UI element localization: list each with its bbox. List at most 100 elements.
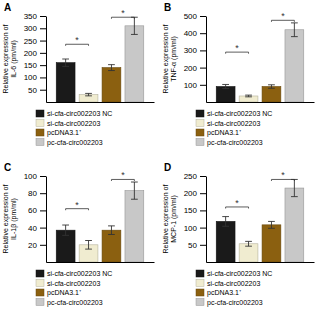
tick-label: 250 xyxy=(24,37,38,46)
legend-label: si-cfa-circ002203 NC xyxy=(207,270,272,277)
error-bar xyxy=(85,241,92,250)
axis-line xyxy=(207,102,315,103)
legend-entry: si-cfa-circ002203 NC xyxy=(36,270,112,277)
tick-mark xyxy=(200,16,206,17)
y-tick: 20 xyxy=(28,241,46,250)
legend-label: si-cfa-circ002203 NC xyxy=(47,110,112,117)
bar xyxy=(102,230,121,262)
tick-mark xyxy=(40,53,46,54)
legend-swatch xyxy=(196,139,204,146)
axis-line xyxy=(47,262,155,263)
marks xyxy=(56,179,144,262)
tick-label: 80 xyxy=(28,189,37,198)
error-bar xyxy=(131,182,138,199)
legend-label: pc-cfa-circ002203 xyxy=(207,299,263,307)
tick-mark xyxy=(200,50,206,51)
tick-label: 200 xyxy=(184,64,198,73)
error-bar xyxy=(291,179,298,196)
legend-label: pc-cfa-circ002203 xyxy=(207,139,263,147)
panel-label: C xyxy=(4,162,11,173)
tick-mark xyxy=(200,193,206,194)
tick-label: 100 xyxy=(184,81,198,90)
error-bar xyxy=(245,241,252,246)
panel: 20406080100**Relative expression ofIL-1β… xyxy=(2,162,155,307)
bar xyxy=(262,87,281,102)
tick-mark xyxy=(200,68,206,69)
tick-mark xyxy=(40,210,46,211)
panel-label: A xyxy=(4,2,11,13)
legend-entry: si-cfa-circ002203 xyxy=(196,120,260,127)
tick-mark xyxy=(40,28,46,29)
y-tick: 40 xyxy=(28,224,46,233)
legend-swatch xyxy=(196,299,204,306)
tick-label: 50 xyxy=(28,86,37,95)
tick-label: 250 xyxy=(184,172,198,181)
tick-mark xyxy=(200,245,206,246)
y-tick: 100 xyxy=(184,81,206,90)
significance-star: * xyxy=(121,8,125,18)
error-bar xyxy=(222,217,229,227)
legend-entry: si-cfa-circ002203 NC xyxy=(196,110,272,117)
y-tick: 300 xyxy=(184,46,206,55)
significance-star: * xyxy=(121,170,125,180)
y-tick: 300 xyxy=(24,24,46,33)
y-tick: 250 xyxy=(184,172,206,181)
y-axis: 50100150200250 xyxy=(184,172,207,262)
axis-line xyxy=(207,262,315,263)
legend-label: pcDNA3.1⁺ xyxy=(47,289,82,297)
y-axis: 100200300400500 xyxy=(184,12,207,102)
axis-line xyxy=(46,17,47,103)
error-bar xyxy=(131,17,138,34)
tick-mark xyxy=(40,193,46,194)
plot-area: 50100150200250300350**Relative expressio… xyxy=(2,8,155,102)
legend-entry: pc-cfa-circ002203 xyxy=(196,139,263,147)
legend-entry: pcDNA3.1⁺ xyxy=(196,289,242,297)
y-axis-title: Relative expression ofIL-1β (pm/ml) xyxy=(2,185,18,254)
tick-mark xyxy=(40,65,46,66)
y-tick: 80 xyxy=(28,189,46,198)
tick-mark xyxy=(40,176,46,177)
y-tick: 200 xyxy=(24,49,46,58)
legend-swatch xyxy=(36,289,44,296)
bar xyxy=(125,26,144,102)
error-bar xyxy=(62,59,69,66)
legend-swatch xyxy=(36,139,44,146)
y-tick: 50 xyxy=(188,241,206,250)
tick-label: 20 xyxy=(28,241,37,250)
legend-swatch xyxy=(36,270,44,277)
tick-mark xyxy=(200,176,206,177)
error-bar xyxy=(222,84,229,88)
tick-label: 300 xyxy=(24,24,38,33)
tick-label: 200 xyxy=(184,189,198,198)
tick-label: 100 xyxy=(184,224,198,233)
legend-entry: si-cfa-circ002203 xyxy=(36,280,100,287)
y-tick: 150 xyxy=(24,61,46,70)
tick-mark xyxy=(40,41,46,42)
y-tick: 50 xyxy=(28,86,46,95)
legend-label: si-cfa-circ002203 xyxy=(207,280,260,287)
axis-line xyxy=(206,17,207,103)
legend-swatch xyxy=(36,280,44,287)
y-axis-title: Relative expression ofIL-6 (pm/ml) xyxy=(2,25,18,94)
legend-label: pc-cfa-circ002203 xyxy=(47,299,103,307)
legend-swatch xyxy=(36,120,44,127)
y-tick: 400 xyxy=(184,29,206,38)
y-tick: 100 xyxy=(184,224,206,233)
error-bar xyxy=(62,225,69,235)
significance-star: * xyxy=(75,200,79,210)
error-bar xyxy=(108,65,115,71)
marks xyxy=(56,17,144,102)
error-bar xyxy=(268,85,275,88)
tick-mark xyxy=(40,16,46,17)
legend-swatch xyxy=(196,270,204,277)
error-bar xyxy=(85,93,92,95)
tick-label: 100 xyxy=(24,172,38,181)
legend-swatch xyxy=(196,120,204,127)
y-tick: 200 xyxy=(184,189,206,198)
y-tick: 350 xyxy=(24,12,46,21)
legend-label: pcDNA3.1⁺ xyxy=(207,129,242,137)
legend-label: pcDNA3.1⁺ xyxy=(47,129,82,137)
tick-mark xyxy=(200,33,206,34)
tick-label: 40 xyxy=(28,224,37,233)
y-axis: 20406080100 xyxy=(24,172,47,262)
